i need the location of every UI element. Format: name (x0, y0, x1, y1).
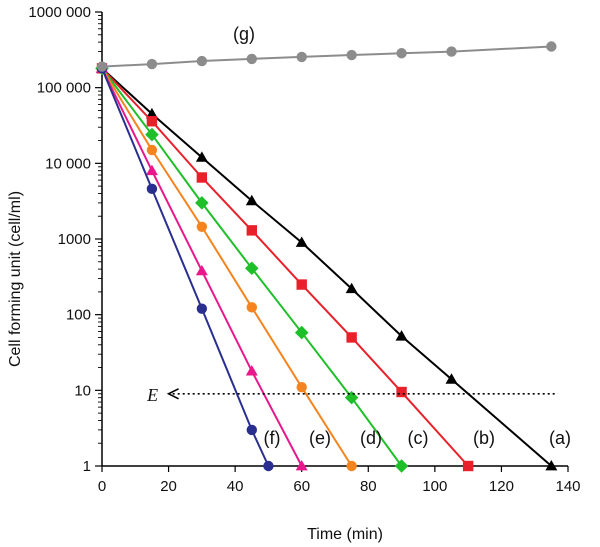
series-line-a (101, 67, 553, 467)
data-point-g (346, 49, 357, 61)
data-point-a (345, 282, 358, 294)
data-point-a (145, 107, 158, 119)
data-point-g (196, 55, 208, 67)
y-tick-label: 10 (74, 382, 91, 399)
data-point-b (296, 279, 307, 290)
y-axis-title: Cell forming unit (cell/ml) (7, 191, 24, 367)
series-label-g: (g) (233, 24, 255, 44)
data-point-d (196, 221, 208, 232)
data-point-g (296, 51, 307, 63)
data-point-g (396, 48, 407, 59)
series-label-a: (a) (549, 428, 571, 448)
data-point-a (195, 151, 208, 162)
series-label-c: (c) (408, 428, 429, 448)
data-point-g (446, 46, 457, 57)
series-d (96, 63, 357, 472)
data-point-b (346, 332, 357, 343)
labels-group: (a) (b) (c) (d) (e) (f) (g) E (146, 24, 571, 448)
x-tick-label: 60 (293, 478, 310, 495)
series-g (96, 41, 557, 72)
data-point-a (395, 330, 408, 341)
data-point-a (545, 460, 558, 471)
data-point-a (245, 194, 258, 206)
data-point-c (394, 459, 409, 473)
series-label-e: (e) (309, 428, 331, 448)
data-point-b (462, 460, 474, 472)
series-label-b: (b) (473, 428, 495, 448)
data-point-g (146, 58, 158, 70)
series-label-d: (d) (360, 428, 382, 448)
data-point-b (146, 116, 158, 127)
data-point-f (263, 460, 274, 472)
y-tick-label: 1000 (58, 231, 91, 248)
x-tick-label: 20 (160, 478, 177, 495)
series-e (96, 62, 308, 471)
data-point-d (246, 302, 257, 313)
data-point-c (245, 261, 259, 276)
series-line-d (101, 67, 353, 467)
data-point-c (145, 127, 159, 142)
data-point-e (195, 264, 208, 276)
annotation-arrowhead (166, 388, 179, 400)
series-group (95, 41, 558, 473)
data-point-a (445, 373, 458, 384)
y-tick-label: 100 (66, 307, 91, 324)
x-tick-label: 120 (489, 478, 514, 495)
y-tick-label: 100 000 (37, 80, 91, 97)
data-point-e (245, 365, 258, 376)
series-line-b (101, 67, 469, 467)
data-point-g (96, 61, 108, 72)
series-b (96, 63, 474, 472)
data-point-d (296, 382, 307, 393)
x-tick-label: 140 (555, 478, 580, 495)
x-tick-label: 80 (360, 478, 377, 495)
data-point-b (246, 225, 257, 236)
annotation-e: E (146, 385, 555, 405)
data-point-g (546, 41, 557, 52)
data-point-b (396, 386, 407, 398)
x-tick-label: 100 (422, 478, 447, 495)
y-tick-label: 1000 000 (28, 4, 91, 21)
x-tick-label: 40 (227, 478, 244, 495)
data-point-d (346, 460, 357, 472)
data-point-c (294, 325, 309, 340)
data-point-f (146, 183, 158, 195)
data-point-f (196, 303, 208, 314)
series-a (96, 62, 558, 471)
data-point-f (246, 424, 257, 436)
y-tick-label: 1 (83, 458, 91, 475)
series-c (95, 61, 409, 473)
data-point-b (196, 172, 208, 183)
data-point-g (246, 53, 257, 65)
series-label-f: (f) (264, 428, 281, 448)
series-line-g (101, 45, 552, 68)
x-axis-title: Time (min) (307, 526, 383, 543)
x-tick-label: 0 (98, 478, 106, 495)
axes: 0 20 40 60 80 100 120 140 1 10 100 1000 10 000 100 00… (7, 4, 581, 543)
series-line-f (101, 67, 270, 467)
data-point-e (145, 164, 158, 176)
data-point-d (146, 144, 158, 156)
data-point-e (295, 460, 308, 471)
data-point-c (195, 196, 209, 210)
annotation-label: E (146, 385, 158, 405)
data-point-a (295, 236, 308, 247)
y-tick-label: 10 000 (45, 155, 91, 172)
